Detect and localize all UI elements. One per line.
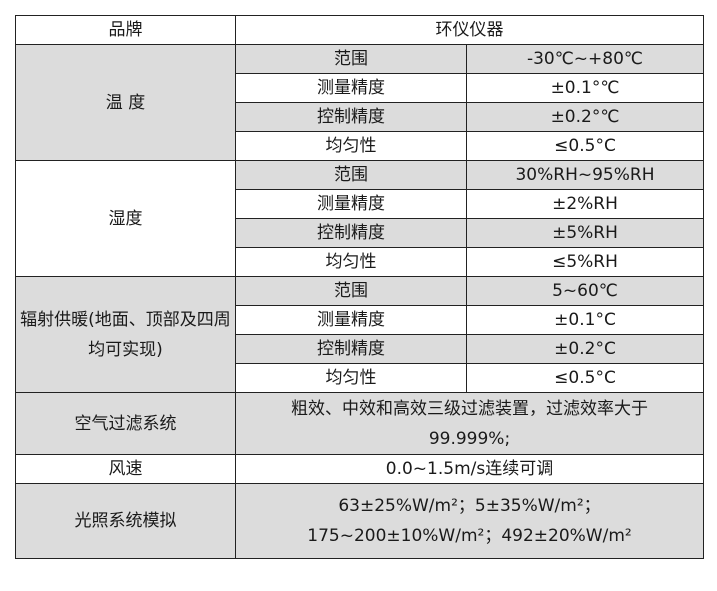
param-value: ±0.2°℃: [466, 102, 704, 132]
param-value: ≤0.5°C: [466, 363, 704, 393]
humidity-label: 湿度: [15, 160, 236, 277]
param-name: 范围: [235, 276, 467, 306]
lighting-line1: 63±25%W/m²；5±35%W/m²；: [338, 496, 601, 516]
brand-value: 环仪仪器: [235, 15, 704, 45]
lighting-line2: 175~200±10%W/m²；492±20%W/m²: [307, 526, 632, 546]
lighting-label: 光照系统模拟: [15, 483, 236, 559]
param-name: 均匀性: [235, 131, 467, 161]
param-name: 测量精度: [235, 305, 467, 335]
air-filter-line2: 99.999%;: [428, 428, 511, 449]
param-value: ≤5%RH: [466, 247, 704, 277]
spec-table: 品牌 环仪仪器 温 度范围 -30℃~+80℃ 测量精度 ±0.1°℃ 控制精度 ±0.…: [15, 15, 704, 559]
param-name: 范围: [235, 160, 467, 190]
param-name: 控制精度: [235, 102, 467, 132]
param-name: 测量精度: [235, 73, 467, 103]
param-value: ±2%RH: [466, 189, 704, 219]
param-value: 5~60℃: [466, 276, 704, 306]
param-name: 控制精度: [235, 334, 467, 364]
param-value: -30℃~+80℃: [466, 44, 704, 74]
param-value: ±5%RH: [466, 218, 704, 248]
param-name: 均匀性: [235, 247, 467, 277]
lighting-value: 63±25%W/m²；5±35%W/m²； 175~200±10%W/m²；492…: [235, 483, 704, 559]
param-value: ±0.1°C: [466, 305, 704, 335]
wind-speed-value: 0.0~1.5m/s连续可调: [235, 454, 704, 484]
param-value: ±0.2°C: [466, 334, 704, 364]
param-name: 范围: [235, 44, 467, 74]
brand-label: 品牌: [15, 15, 236, 45]
param-value: ≤0.5°C: [466, 131, 704, 161]
param-value: 30%RH~95%RH: [466, 160, 704, 190]
air-filter-value: 粗效、中效和高效三级过滤装置，过滤效率大于 99.999%;: [235, 392, 704, 455]
temperature-label: 温 度: [15, 44, 236, 161]
param-name: 均匀性: [235, 363, 467, 393]
param-name: 控制精度: [235, 218, 467, 248]
param-name: 测量精度: [235, 189, 467, 219]
param-value: ±0.1°℃: [466, 73, 704, 103]
air-filter-label: 空气过滤系统: [15, 392, 236, 455]
radiant-heating-label: 辐射供暖(地面、顶部及四周均可实现): [15, 276, 236, 393]
header-row: 品牌 环仪仪器: [15, 15, 704, 45]
wind-speed-label: 风速: [15, 454, 236, 484]
air-filter-line1: 粗效、中效和高效三级过滤装置，过滤效率大于: [291, 398, 648, 419]
